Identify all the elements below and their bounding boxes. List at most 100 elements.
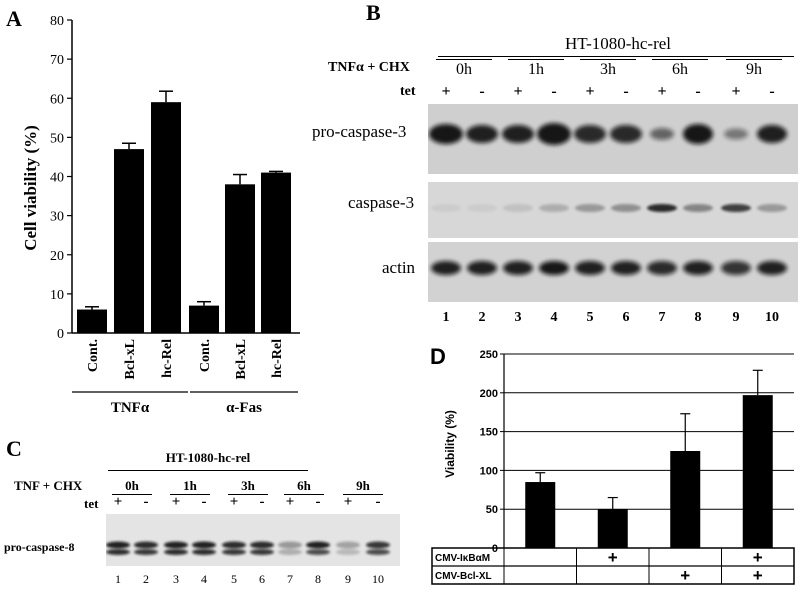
panel-c-lane-4: 4 — [201, 572, 207, 586]
panel-b-timepoint-9h: 9h — [726, 59, 782, 79]
panel-label-c: C — [6, 436, 22, 461]
band-caspase-3-lane-2 — [467, 204, 497, 212]
panel-c-tet-sign-1: + — [113, 494, 123, 510]
panel-c-lane-3: 3 — [173, 572, 179, 586]
band-pro-caspase-3-lane-9 — [724, 128, 748, 140]
panel-c-tet-sign-9: + — [343, 494, 353, 510]
chart-d-bar-3 — [670, 451, 701, 548]
chart-d-ytick-250: 250 — [480, 349, 498, 361]
panel-b-tet-sign-10: - — [769, 83, 775, 100]
band-pro-caspase-3-lane-2 — [466, 125, 498, 143]
band-pro-caspase-8-upper-lane-6 — [250, 541, 274, 549]
panel-c-lane-5: 5 — [231, 572, 237, 586]
band-actin-lane-5 — [575, 261, 605, 275]
panel-b-lane-5: 5 — [586, 310, 594, 325]
chart-a-group-labels: TNFα α-Fas — [72, 391, 298, 416]
panel-b-tet-sign-4: - — [551, 83, 557, 100]
panel-b-tet-sign-1: + — [441, 83, 451, 100]
band-pro-caspase-3-lane-10 — [757, 125, 787, 143]
band-actin-lane-4 — [539, 261, 569, 275]
band-actin-lane-8 — [683, 261, 713, 275]
panel-b-tet-sign-7: + — [657, 83, 667, 100]
chart-a-category-6: hc-Rel — [270, 339, 285, 378]
band-pro-caspase-8-upper-lane-2 — [134, 541, 158, 549]
band-pro-caspase-3-lane-5 — [574, 125, 606, 143]
panel-c-header-rule — [108, 470, 308, 471]
band-caspase-3-lane-9 — [721, 204, 751, 212]
panel-b-row-label-caspase-3: caspase-3 — [348, 193, 415, 212]
panel-b-timepoint-1h: 1h — [508, 59, 564, 79]
chart-a-bar-5 — [225, 184, 255, 333]
panel-c-lane-1: 1 — [115, 572, 121, 586]
chart-a-category-4: Cont. — [198, 339, 213, 372]
panel-b-timepoint-3h: 3h — [580, 59, 636, 79]
panel-c-tet-sign-2: - — [143, 494, 149, 510]
chart-d: Viability (%) 0 50 100 150 200 250 CMV-IκBαM +… — [431, 349, 795, 585]
panel-b-tet-sign-9: + — [731, 83, 741, 100]
chart-d-ytick-50: 50 — [486, 504, 498, 516]
panel-b-header-rule — [438, 56, 794, 57]
panel-b-cell-line: HT-1080-hc-rel — [564, 34, 672, 53]
band-pro-caspase-8-upper-lane-5 — [222, 541, 246, 549]
chart-a-category-2: Bcl-xL — [123, 339, 138, 379]
band-actin-lane-9 — [721, 261, 751, 275]
panel-c-lane-7: 7 — [287, 572, 293, 586]
band-pro-caspase-3-lane-7 — [650, 128, 674, 140]
chart-d-bar-2 — [597, 509, 628, 548]
band-actin-lane-7 — [647, 261, 677, 275]
panel-c-timepoint-9h: 9h — [343, 478, 383, 495]
panel-c-tet-label: tet — [84, 496, 99, 511]
panel-b-tet-sign-3: + — [513, 83, 523, 100]
panel-b-lane-2: 2 — [478, 310, 486, 325]
chart-a-ytick-0: 0 — [57, 327, 64, 342]
chart-a-ytick-60: 60 — [50, 92, 64, 107]
band-pro-caspase-3-lane-4 — [537, 123, 571, 145]
chart-a-bars — [77, 90, 291, 333]
band-pro-caspase-8-lower-lane-7 — [278, 549, 302, 555]
panel-label-d: D — [430, 344, 446, 369]
band-actin-lane-1 — [431, 261, 461, 275]
panel-b-lane-4: 4 — [550, 310, 558, 325]
chart-a-category-labels: Cont. Bcl-xL hc-Rel Cont. Bcl-xL hc-Rel — [86, 339, 285, 380]
band-caspase-3-lane-4 — [539, 204, 569, 212]
band-pro-caspase-8-lower-lane-5 — [222, 549, 246, 555]
band-pro-caspase-3-lane-1 — [429, 124, 463, 144]
chart-d-condition-1-col-2: + — [608, 548, 618, 567]
band-pro-caspase-8-lower-lane-9 — [336, 549, 360, 555]
panel-b-lane-1: 1 — [442, 310, 450, 325]
panel-b-lane-9: 9 — [732, 310, 740, 325]
panel-c-lane-6: 6 — [259, 572, 265, 586]
chart-a-ytick-70: 70 — [50, 53, 64, 68]
panel-b-lane-8: 8 — [694, 310, 702, 325]
panel-c-row-label: pro-caspase-8 — [4, 540, 75, 554]
band-pro-caspase-8-upper-lane-4 — [192, 541, 216, 549]
band-pro-caspase-8-lower-lane-6 — [250, 549, 274, 555]
panel-c-tet-sign-4: - — [201, 494, 207, 510]
chart-d-condition-label-2: CMV-Bcl-XL — [435, 571, 492, 582]
panel-c-lane-8: 8 — [315, 572, 321, 586]
panel-b-tet-label: tet — [400, 84, 416, 99]
chart-d-condition-table: CMV-IκBαM + +CMV-Bcl-XL + + — [431, 547, 795, 585]
panel-b-lane-7: 7 — [658, 310, 666, 325]
band-caspase-3-lane-10 — [757, 204, 787, 212]
panel-b-row-label-actin: actin — [382, 258, 416, 277]
chart-a-bar-3 — [151, 102, 181, 333]
panel-b-tet-sign-6: - — [623, 83, 629, 100]
panel-c-treatment-label: TNF + CHX — [14, 478, 83, 493]
panel-b-treatment-label: TNFα + CHX — [328, 60, 410, 75]
band-pro-caspase-8-upper-lane-1 — [106, 541, 130, 549]
band-pro-caspase-3-lane-3 — [502, 125, 534, 143]
chart-a-category-1: Cont. — [86, 339, 101, 372]
panel-c-tet-sign-8: - — [315, 494, 321, 510]
band-pro-caspase-8-upper-lane-7 — [278, 541, 302, 549]
band-pro-caspase-8-lower-lane-1 — [106, 549, 130, 555]
panel-b-tet-sign-8: - — [695, 83, 701, 100]
panel-c-timepoint-0h: 0h — [112, 478, 152, 495]
band-caspase-3-lane-7 — [647, 204, 677, 212]
panel-b-timepoint-6h: 6h — [652, 59, 708, 79]
band-actin-lane-10 — [757, 261, 787, 275]
band-pro-caspase-8-upper-lane-3 — [164, 541, 188, 549]
panel-b-lane-10: 10 — [765, 310, 779, 325]
chart-d-ylabel: Viability (%) — [443, 410, 457, 478]
panel-c-tet-sign-10: - — [375, 494, 381, 510]
